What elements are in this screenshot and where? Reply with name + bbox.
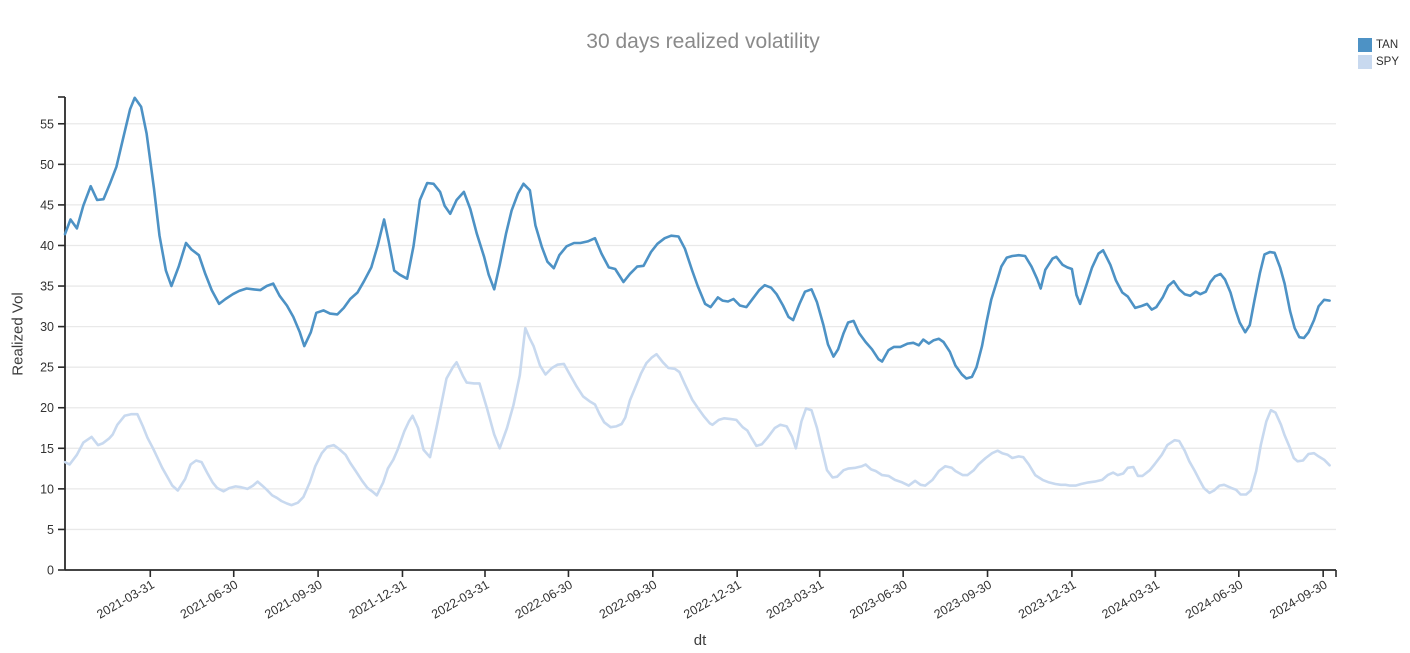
x-tick-label: 2023-12-31	[1016, 577, 1078, 621]
y-tick-label: 35	[40, 280, 54, 294]
legend-item-tan[interactable]: TAN	[1358, 36, 1399, 53]
x-tick-label: 2022-06-30	[513, 577, 575, 621]
x-tick-label: 2024-03-31	[1099, 577, 1161, 621]
chart-title: 30 days realized volatility	[586, 30, 820, 53]
x-axis-title: dt	[693, 632, 707, 649]
x-tick-label: 2023-03-31	[764, 577, 826, 621]
y-tick-label: 30	[40, 320, 54, 334]
y-tick-label: 10	[40, 482, 54, 496]
x-tick-label: 2024-09-30	[1267, 577, 1329, 621]
y-tick-label: 55	[40, 117, 54, 131]
y-tick-label: 5	[47, 523, 54, 537]
x-tick-label: 2024-06-30	[1183, 577, 1245, 621]
legend-label-spy: SPY	[1376, 55, 1400, 68]
x-tick-label: 2021-12-31	[347, 577, 409, 621]
x-tick-label: 2023-06-30	[847, 577, 909, 621]
legend-swatch-tan[interactable]	[1358, 37, 1372, 52]
x-tick-label: 2021-03-31	[94, 577, 156, 621]
x-tick-label: 2021-09-30	[262, 577, 324, 621]
y-tick-label: 0	[47, 564, 54, 578]
legend-swatch-spy[interactable]	[1358, 54, 1372, 69]
spy-line	[63, 326, 1331, 507]
x-tick-label: 2022-12-31	[681, 577, 743, 621]
y-tick-label: 25	[40, 361, 54, 375]
x-tick-label: 2022-09-30	[597, 577, 659, 621]
legend-item-spy[interactable]: SPY	[1358, 53, 1399, 70]
y-tick-label: 40	[40, 239, 54, 253]
tan-line	[63, 96, 1331, 380]
y-tick-label: 50	[40, 158, 54, 172]
y-tick-label: 15	[40, 442, 54, 456]
y-axis-title: Realized Vol	[9, 292, 27, 376]
x-tick-label: 2023-09-30	[932, 577, 994, 621]
x-tick-label: 2022-03-31	[429, 577, 491, 621]
y-tick-label: 45	[40, 198, 54, 212]
y-tick-label: 20	[40, 401, 54, 415]
legend-label-tan: TAN	[1376, 38, 1399, 51]
legend: TAN SPY	[1358, 36, 1399, 70]
x-tick-label: 2021-06-30	[178, 577, 240, 621]
